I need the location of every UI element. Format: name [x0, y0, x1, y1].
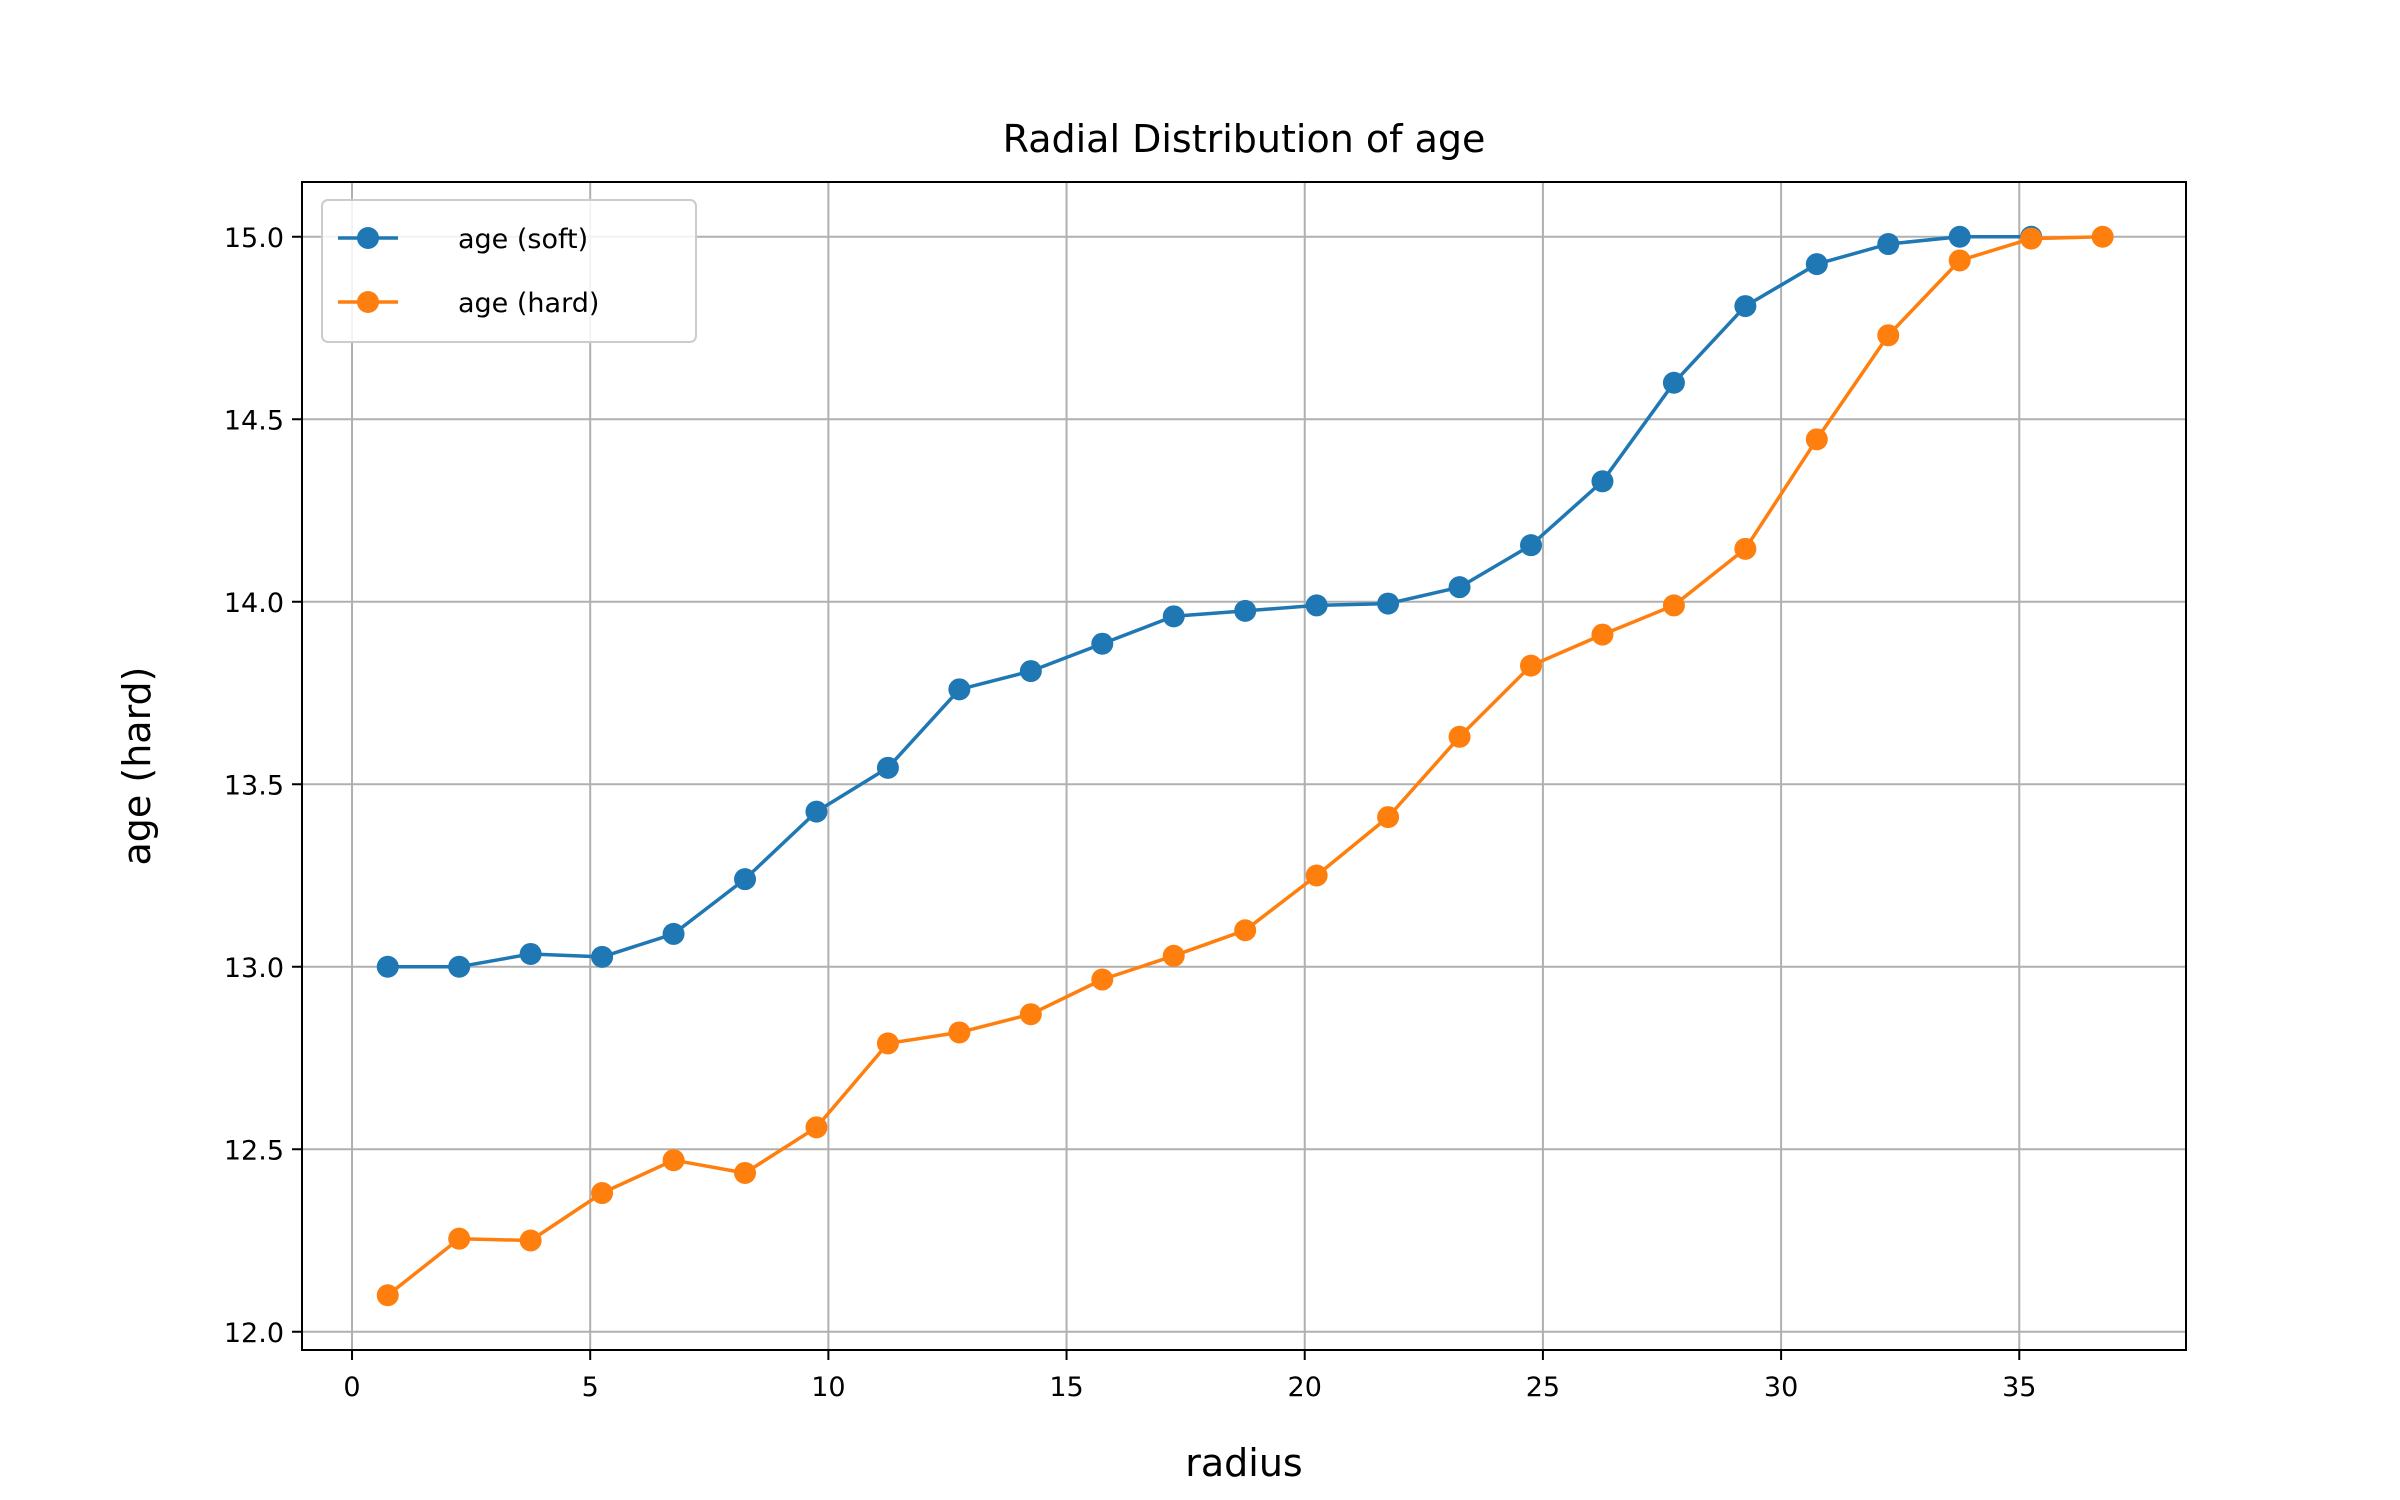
data-point — [1877, 233, 1900, 256]
data-point — [2020, 227, 2043, 250]
data-point — [1662, 371, 1685, 394]
x-tick-label: 5 — [582, 1372, 599, 1403]
series-line — [387, 235, 2032, 969]
data-point — [1019, 660, 1042, 683]
data-point — [1734, 537, 1757, 560]
data-point — [1305, 594, 1328, 617]
data-point — [662, 922, 685, 945]
data-point — [734, 868, 757, 891]
data-point — [1091, 968, 1114, 991]
legend-box — [321, 199, 697, 343]
data-point — [1948, 249, 1971, 272]
data-point — [1948, 225, 1971, 248]
data-point — [448, 1227, 471, 1250]
legend-marker — [357, 291, 379, 313]
x-tick-label: 10 — [811, 1372, 845, 1403]
data-point — [1305, 864, 1328, 887]
y-tick-label: 12.0 — [224, 1318, 284, 1349]
data-point — [376, 1284, 399, 1307]
data-point — [876, 756, 899, 779]
x-tick-label: 35 — [2002, 1372, 2036, 1403]
legend: age (soft) age (hard) — [321, 199, 697, 343]
data-point — [1520, 534, 1543, 557]
legend-label: age (soft) — [458, 224, 588, 255]
data-point — [805, 800, 828, 823]
grid — [302, 182, 2186, 1350]
data-point — [1877, 324, 1900, 347]
x-tick-label: 30 — [1764, 1372, 1798, 1403]
x-tick-label: 0 — [343, 1372, 360, 1403]
chart-title: Radial Distribution of age — [1003, 117, 1486, 161]
y-tick-label: 14.5 — [224, 405, 284, 436]
data-point — [1377, 592, 1400, 615]
series-0 — [376, 225, 2043, 978]
data-point — [1662, 594, 1685, 617]
data-point — [2091, 225, 2114, 248]
axis-ticks: 0 5 10 15 20 25 30 35 12.0 12.5 13.0 13.5 14.0 14.5 15… — [224, 223, 2037, 1403]
x-tick-label: 15 — [1049, 1372, 1083, 1403]
data-point — [1734, 295, 1757, 318]
x-tick-label: 20 — [1288, 1372, 1322, 1403]
y-tick-label: 12.5 — [224, 1135, 284, 1166]
data-point — [1448, 576, 1471, 599]
data-point — [805, 1116, 828, 1139]
y-tick-label: 15.0 — [224, 223, 284, 254]
data-point — [1520, 654, 1543, 677]
legend-marker — [357, 227, 379, 249]
y-tick-label: 13.5 — [224, 770, 284, 801]
data-point — [1377, 806, 1400, 829]
data-point — [1091, 632, 1114, 655]
data-point — [948, 678, 971, 701]
data-point — [1591, 470, 1614, 493]
data-point — [448, 955, 471, 978]
data-point — [876, 1032, 899, 1055]
data-point — [519, 1229, 542, 1252]
data-point — [1019, 1003, 1042, 1026]
data-point — [1234, 919, 1257, 942]
y-axis-label: age (hard) — [115, 667, 159, 866]
data-point — [734, 1161, 757, 1184]
x-axis-label: radius — [1185, 1441, 1302, 1485]
data-point — [591, 1182, 614, 1205]
plot-area-frame — [301, 181, 2187, 1351]
data-point — [1162, 605, 1185, 628]
data-point — [1448, 725, 1471, 748]
data-point — [1162, 944, 1185, 967]
y-tick-label: 14.0 — [224, 588, 284, 619]
data-point — [662, 1149, 685, 1172]
data-point — [1591, 623, 1614, 646]
data-point — [1805, 253, 1828, 276]
y-tick-label: 13.0 — [224, 953, 284, 984]
x-tick-label: 25 — [1526, 1372, 1560, 1403]
data-point — [948, 1021, 971, 1044]
data-point — [376, 955, 399, 978]
series-group — [376, 225, 2114, 1307]
data-point — [519, 942, 542, 965]
legend-label: age (hard) — [458, 288, 599, 319]
data-point — [591, 945, 614, 968]
data-point — [1234, 599, 1257, 622]
data-point — [1805, 428, 1828, 451]
series-1 — [376, 225, 2114, 1307]
